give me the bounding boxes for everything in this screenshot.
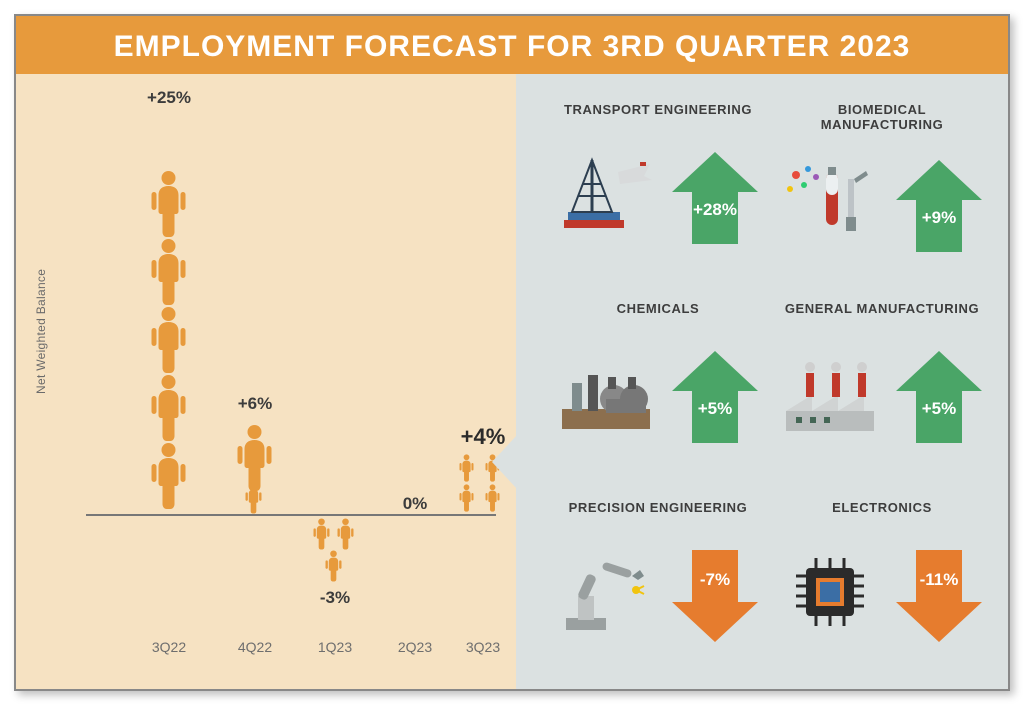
person-icon [148,374,189,442]
pictogram-chart: +25%3Q22+6%4Q22-3%1Q230%2Q23+4%3Q23 [86,94,496,654]
bar-column: +25%3Q22 [136,94,202,654]
sector-card: PRECISION ENGINEERING -7% [556,500,760,669]
sector-value: +28% [693,200,737,220]
sector-card: BIOMEDICAL MANUFACTURING +9% [780,102,984,271]
bar-value-label: -3% [302,588,368,608]
chemicals-icon [558,353,654,442]
bar-column: +6% 4Q22 [222,94,288,654]
arrow-down-icon: -7% [672,550,758,642]
bar-value-label: 0% [382,494,448,514]
sector-card: ELECTRONICS -11% [780,500,984,669]
bar-column: +4%3Q23 [450,94,516,654]
sector-body: -11% [780,523,984,669]
person-icon [148,306,189,374]
bar-value-label: +6% [222,394,288,414]
sector-body: -7% [556,523,760,669]
sector-title: ELECTRONICS [780,500,984,515]
y-axis-label: Net Weighted Balance [34,269,48,394]
sector-value: -7% [700,570,730,590]
arrow-down-icon: -11% [896,550,982,642]
biomed-icon [782,161,878,250]
sector-title: PRECISION ENGINEERING [556,500,760,515]
person-icon [336,518,355,550]
sector-value: +5% [698,399,733,419]
sector-card: TRANSPORT ENGINEERING +28% [556,102,760,271]
transport-icon [558,154,654,243]
sector-body: +5% [556,324,760,470]
sector-title: TRANSPORT ENGINEERING [556,102,760,117]
bars-layer: +25%3Q22+6%4Q22-3%1Q230%2Q23+4%3Q23 [86,94,496,654]
arrow-up-icon: +28% [672,152,758,244]
sector-body: +28% [556,125,760,271]
sector-body: +5% [780,324,984,470]
factory-icon [782,353,878,442]
person-icon [148,442,189,510]
infographic-card: EMPLOYMENT FORECAST FOR 3RD QUARTER 2023… [14,14,1010,691]
callout-pointer [492,434,518,490]
person-icon [244,482,263,514]
person-icon [148,170,189,238]
sector-title: BIOMEDICAL MANUFACTURING [780,102,984,132]
bar-column: -3% 1Q23 [302,94,368,654]
sector-card: CHEMICALS +5% [556,301,760,470]
sector-value: -11% [920,570,959,590]
bar-column: 0% 2Q23 [382,94,448,654]
sector-title: GENERAL MANUFACTURING [780,301,984,316]
bar-value-label: +25% [136,88,202,108]
sector-value: +9% [922,208,957,228]
title-bar: EMPLOYMENT FORECAST FOR 3RD QUARTER 2023 [16,16,1008,74]
robot-icon [558,552,654,641]
arrow-up-icon: +5% [672,351,758,443]
x-category-label: 4Q22 [222,639,288,655]
sector-title: CHEMICALS [556,301,760,316]
x-category-label: 3Q23 [450,639,516,655]
sectors-panel: TRANSPORT ENGINEERING +28% BIOMEDICAL MANU… [516,74,1008,689]
person-icon [458,484,475,512]
person-icon [458,454,475,482]
sector-value: +5% [922,399,957,419]
person-icon [312,518,331,550]
person-icon [324,550,343,582]
chart-panel: Net Weighted Balance +25%3Q22+6%4Q22-3%1… [16,74,516,689]
x-category-label: 1Q23 [302,639,368,655]
sector-card: GENERAL MANUFACTURING +5% [780,301,984,470]
x-category-label: 3Q22 [136,639,202,655]
person-icon [148,238,189,306]
sector-body: +9% [780,140,984,271]
content-row: Net Weighted Balance +25%3Q22+6%4Q22-3%1… [16,74,1008,689]
x-category-label: 2Q23 [382,639,448,655]
chip-icon [782,552,878,641]
arrow-up-icon: +9% [896,160,982,252]
arrow-up-icon: +5% [896,351,982,443]
